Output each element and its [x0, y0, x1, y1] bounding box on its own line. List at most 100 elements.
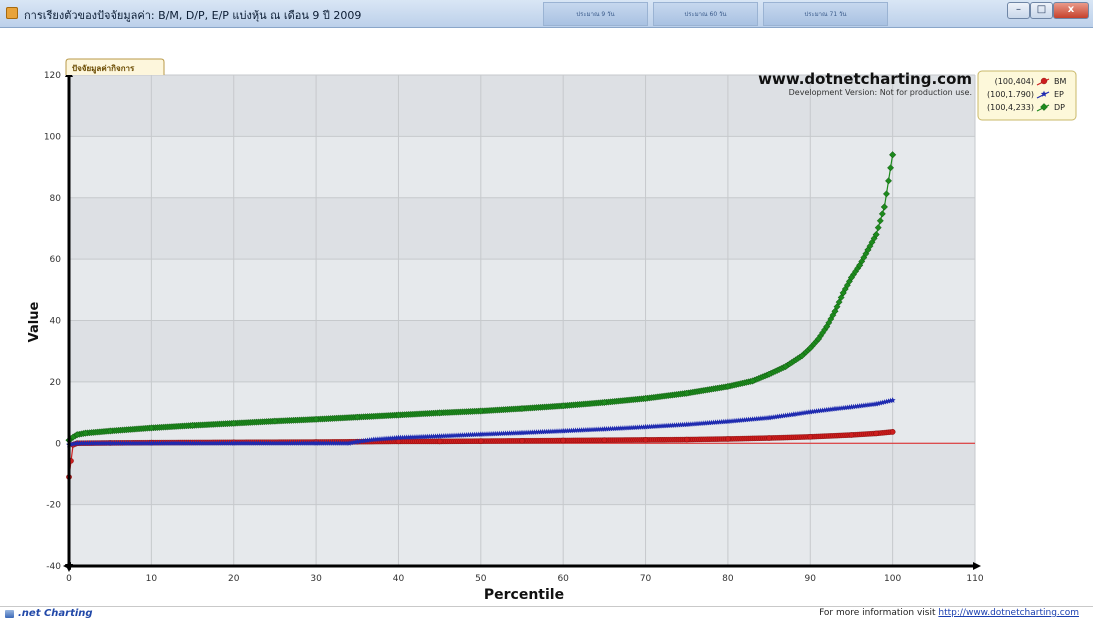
data-point-ep — [873, 400, 880, 407]
y-axis-label: Value — [27, 301, 42, 342]
data-point-bm — [601, 437, 608, 443]
data-point-dp — [823, 323, 831, 331]
legend-value-dp: (100,4,233) — [987, 103, 1034, 112]
data-point-ep — [346, 440, 352, 446]
data-point-ep — [683, 421, 690, 427]
legend-value-ep: (100,1.790) — [987, 90, 1034, 99]
legend-box — [977, 70, 1077, 121]
data-point-bm — [683, 436, 690, 443]
grid-band — [69, 197, 975, 260]
data-point-dp — [683, 389, 691, 397]
close-button[interactable]: x — [1053, 2, 1089, 19]
x-tick-label: 60 — [557, 574, 569, 584]
grid-band — [69, 443, 975, 505]
data-point-dp — [230, 419, 238, 427]
data-point-ep — [74, 440, 81, 446]
footer-info: For more information visit http://www.do… — [819, 608, 1079, 618]
data-point-dp — [600, 398, 608, 406]
data-point-dp — [887, 164, 895, 172]
chart-canvas: 0 10 20 30 40 50 60 70 80 90 100 110 -40 -20 0 20 40 60 80… — [0, 28, 1093, 606]
data-point-bm — [436, 438, 443, 445]
y-tick-label: 80 — [50, 194, 62, 204]
footer-logo-text: .net Charting — [18, 608, 93, 619]
y-tick-label: -20 — [46, 501, 61, 511]
x-axis-arrow-left — [63, 562, 71, 570]
dotnetcharting-logo-icon — [5, 610, 14, 618]
data-point-bm — [519, 438, 525, 444]
legend-marker-bm — [1040, 77, 1048, 85]
chart-tab[interactable]: ปัจจัยมูลค่ากิจการ — [65, 58, 165, 75]
data-point-dp — [856, 261, 864, 269]
x-tick-label: 20 — [228, 574, 240, 584]
data-point-ep — [354, 438, 361, 445]
y-tick-label: 20 — [50, 378, 62, 388]
watermark-subtitle: Development Version: Not for production … — [789, 88, 972, 97]
data-point-dp — [885, 177, 893, 185]
data-point-ep — [519, 429, 525, 436]
data-point-bm — [807, 434, 814, 440]
window-titlebar: การเรียงตัวของปัจจัยมูลค่า: B/M, D/P, E/… — [0, 0, 1093, 28]
data-point-dp — [839, 289, 847, 297]
footer-link[interactable]: http://www.dotnetcharting.com — [938, 608, 1079, 618]
data-point-ep — [832, 405, 838, 412]
data-point-dp — [436, 409, 444, 417]
data-point-ep — [230, 440, 237, 446]
data-point-dp — [878, 210, 886, 218]
data-point-bm — [478, 438, 484, 444]
y-tick-label: 100 — [44, 132, 61, 142]
x-tick-label: 80 — [722, 574, 734, 584]
data-point-dp — [518, 405, 526, 413]
x-axis-label: Percentile — [484, 587, 564, 603]
series-layer — [65, 151, 897, 480]
maximize-button[interactable]: □ — [1030, 2, 1053, 19]
data-point-ep — [560, 427, 567, 434]
taskbar-tab-2[interactable]: ประมาณ 60 วัน — [653, 2, 758, 26]
y-tick-label: 40 — [50, 317, 62, 327]
legend: (100,404) BM (100,1.790) EP (100,4,233) DP — [977, 70, 1077, 121]
data-point-dp — [831, 307, 839, 315]
x-tick-label: 110 — [966, 574, 983, 584]
data-point-dp — [271, 417, 279, 425]
x-tick-label: 70 — [640, 574, 652, 584]
data-point-ep — [766, 414, 772, 421]
data-point-dp — [876, 217, 884, 225]
y-tick-label: -40 — [46, 562, 61, 572]
data-point-bm — [642, 437, 649, 443]
data-point-dp — [864, 246, 872, 254]
data-point-ep — [642, 423, 649, 430]
data-point-ep — [370, 436, 377, 442]
data-point-dp — [847, 274, 855, 282]
data-point-dp — [147, 424, 155, 432]
data-point-ep — [848, 404, 855, 410]
data-point-dp — [835, 298, 843, 306]
data-point-ep — [790, 411, 797, 417]
data-point-ep — [107, 440, 114, 446]
grid-band — [69, 320, 975, 382]
data-point-ep — [313, 440, 319, 446]
data-point-dp — [189, 421, 197, 429]
taskbar-tab-1[interactable]: ประมาณ 9 วัน — [543, 2, 648, 26]
data-point-dp — [806, 344, 814, 352]
data-point-dp — [749, 377, 757, 385]
series-ep — [66, 397, 896, 448]
data-point-dp — [394, 411, 402, 419]
x-tick-label: 0 — [66, 574, 72, 584]
data-point-dp — [559, 402, 567, 410]
data-point-dp — [798, 352, 806, 360]
data-point-dp — [782, 363, 790, 371]
x-tick-label: 90 — [805, 574, 817, 584]
data-point-dp — [874, 224, 882, 232]
chart-tab-label: ปัจจัยมูลค่ากิจการ — [72, 64, 135, 74]
legend-name-ep: EP — [1054, 90, 1064, 99]
data-point-bm — [395, 438, 402, 445]
data-point-dp — [73, 431, 81, 439]
x-tick-label: 50 — [475, 574, 487, 584]
data-point-dp — [477, 407, 485, 415]
data-point-ep — [436, 433, 443, 439]
minimize-button[interactable]: – — [1007, 2, 1030, 19]
x-axis-arrow — [973, 562, 981, 570]
data-point-dp — [880, 203, 888, 211]
y-tick-label: 0 — [55, 439, 61, 449]
taskbar-tab-3[interactable]: ประมาณ 71 วัน — [763, 2, 888, 26]
x-tick-label: 40 — [393, 574, 405, 584]
